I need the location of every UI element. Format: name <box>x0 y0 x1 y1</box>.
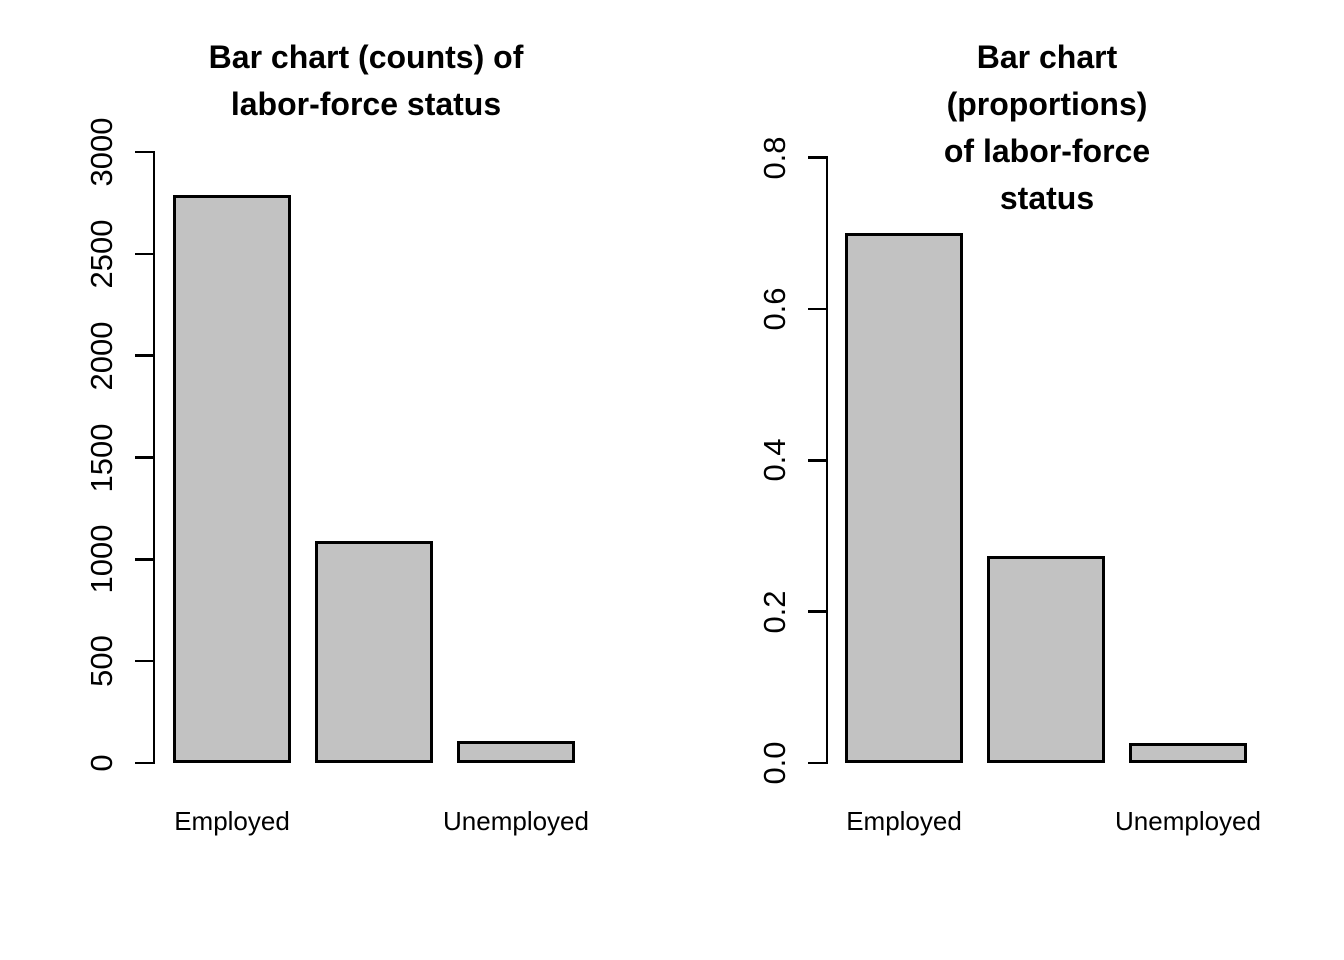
y-axis-tick <box>807 610 826 613</box>
y-axis-tick <box>134 354 153 357</box>
y-axis-tick <box>807 307 826 311</box>
x-tick-label: Employed <box>846 806 962 836</box>
y-tick-label: 0.2 <box>756 590 792 634</box>
y-axis-tick <box>134 150 153 154</box>
y-axis-tick <box>807 761 826 765</box>
proportions-chart-title: Bar chart (proportions) of labor-force s… <box>943 39 1151 216</box>
bar <box>1129 742 1247 763</box>
y-axis-line <box>825 156 828 765</box>
bar <box>987 556 1105 763</box>
bar <box>315 541 433 763</box>
y-axis-line <box>152 150 155 765</box>
x-tick-label: Employed <box>174 806 290 836</box>
y-axis-tick <box>134 761 153 765</box>
y-axis-tick <box>134 558 153 561</box>
y-axis-tick <box>807 156 826 159</box>
y-tick-label: 0.6 <box>756 287 792 331</box>
y-axis-tick <box>134 252 153 256</box>
bar <box>845 233 963 763</box>
y-axis-tick <box>134 659 153 663</box>
y-tick-label: 0.0 <box>756 741 792 785</box>
bar <box>457 740 575 763</box>
x-tick-label: Unemployed <box>443 806 589 836</box>
y-axis-tick <box>134 456 153 459</box>
x-tick-label: Unemployed <box>1115 806 1261 836</box>
y-tick-label: 0.4 <box>756 438 792 482</box>
counts-chart-title: Bar chart (counts) of labor-force status <box>208 39 524 122</box>
y-tick-label: 0.8 <box>756 135 792 180</box>
bar <box>173 194 291 763</box>
y-axis-tick <box>807 459 826 462</box>
